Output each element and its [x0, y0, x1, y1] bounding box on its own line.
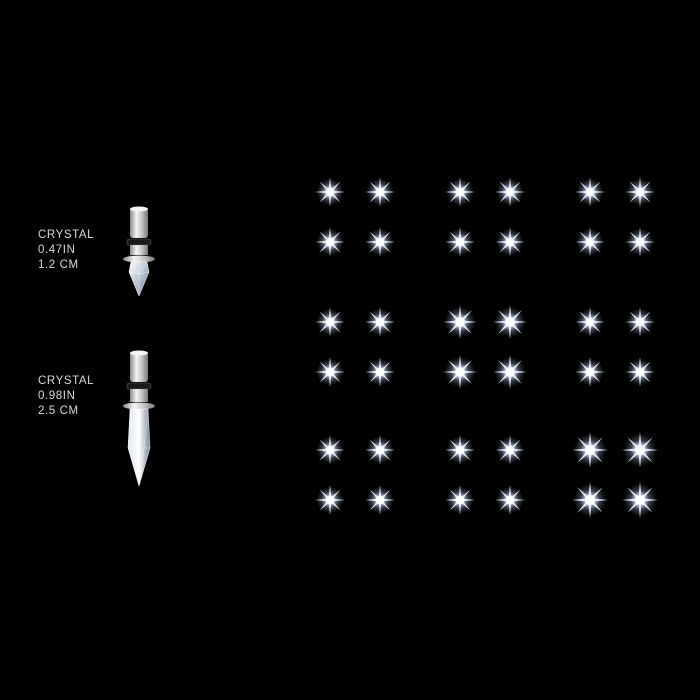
star-light [622, 482, 658, 518]
star-light [493, 305, 527, 339]
star-light [445, 435, 475, 465]
star-light [493, 355, 527, 389]
star-light [625, 227, 655, 257]
star-light [365, 177, 395, 207]
crystal-small-size-cm: 1.2 CM [38, 259, 79, 271]
pin-flange [123, 402, 155, 410]
pin-stem [130, 352, 148, 382]
star-light [625, 307, 655, 337]
crystal-small-size-in: 0.47IN [38, 244, 76, 256]
star-light [495, 227, 525, 257]
star-light [445, 227, 475, 257]
crystal-large-size-in: 0.98IN [38, 390, 76, 402]
star-light [315, 357, 345, 387]
star-light [443, 305, 477, 339]
star-light [622, 432, 658, 468]
crystal-large-size-cm: 2.5 CM [38, 405, 79, 417]
crystal-small-material: CRYSTAL [38, 229, 95, 241]
star-light [365, 485, 395, 515]
star-light [365, 227, 395, 257]
crystal-large-material: CRYSTAL [38, 375, 95, 387]
star-light [575, 227, 605, 257]
star-light [495, 485, 525, 515]
star-light [315, 435, 345, 465]
pin-stem [130, 208, 148, 238]
star-light [572, 432, 608, 468]
star-light [315, 485, 345, 515]
star-light [443, 355, 477, 389]
star-light [365, 307, 395, 337]
star-light [495, 435, 525, 465]
star-light [445, 177, 475, 207]
star-light [575, 357, 605, 387]
star-light [575, 307, 605, 337]
star-light [445, 485, 475, 515]
star-light [572, 482, 608, 518]
crystal-large-pin-image [123, 350, 155, 487]
star-light [575, 177, 605, 207]
star-light [315, 307, 345, 337]
star-light [625, 357, 655, 387]
star-light [365, 435, 395, 465]
star-light [315, 227, 345, 257]
crystal-large-label: CRYSTAL 0.98IN 2.5 CM [38, 374, 94, 419]
pin-flange [123, 255, 155, 263]
star-light [495, 177, 525, 207]
star-light [365, 357, 395, 387]
star-light [315, 177, 345, 207]
star-light [625, 177, 655, 207]
crystal-small-pin-image [123, 206, 155, 297]
crystal-small-label: CRYSTAL 0.47IN 1.2 CM [38, 228, 94, 273]
